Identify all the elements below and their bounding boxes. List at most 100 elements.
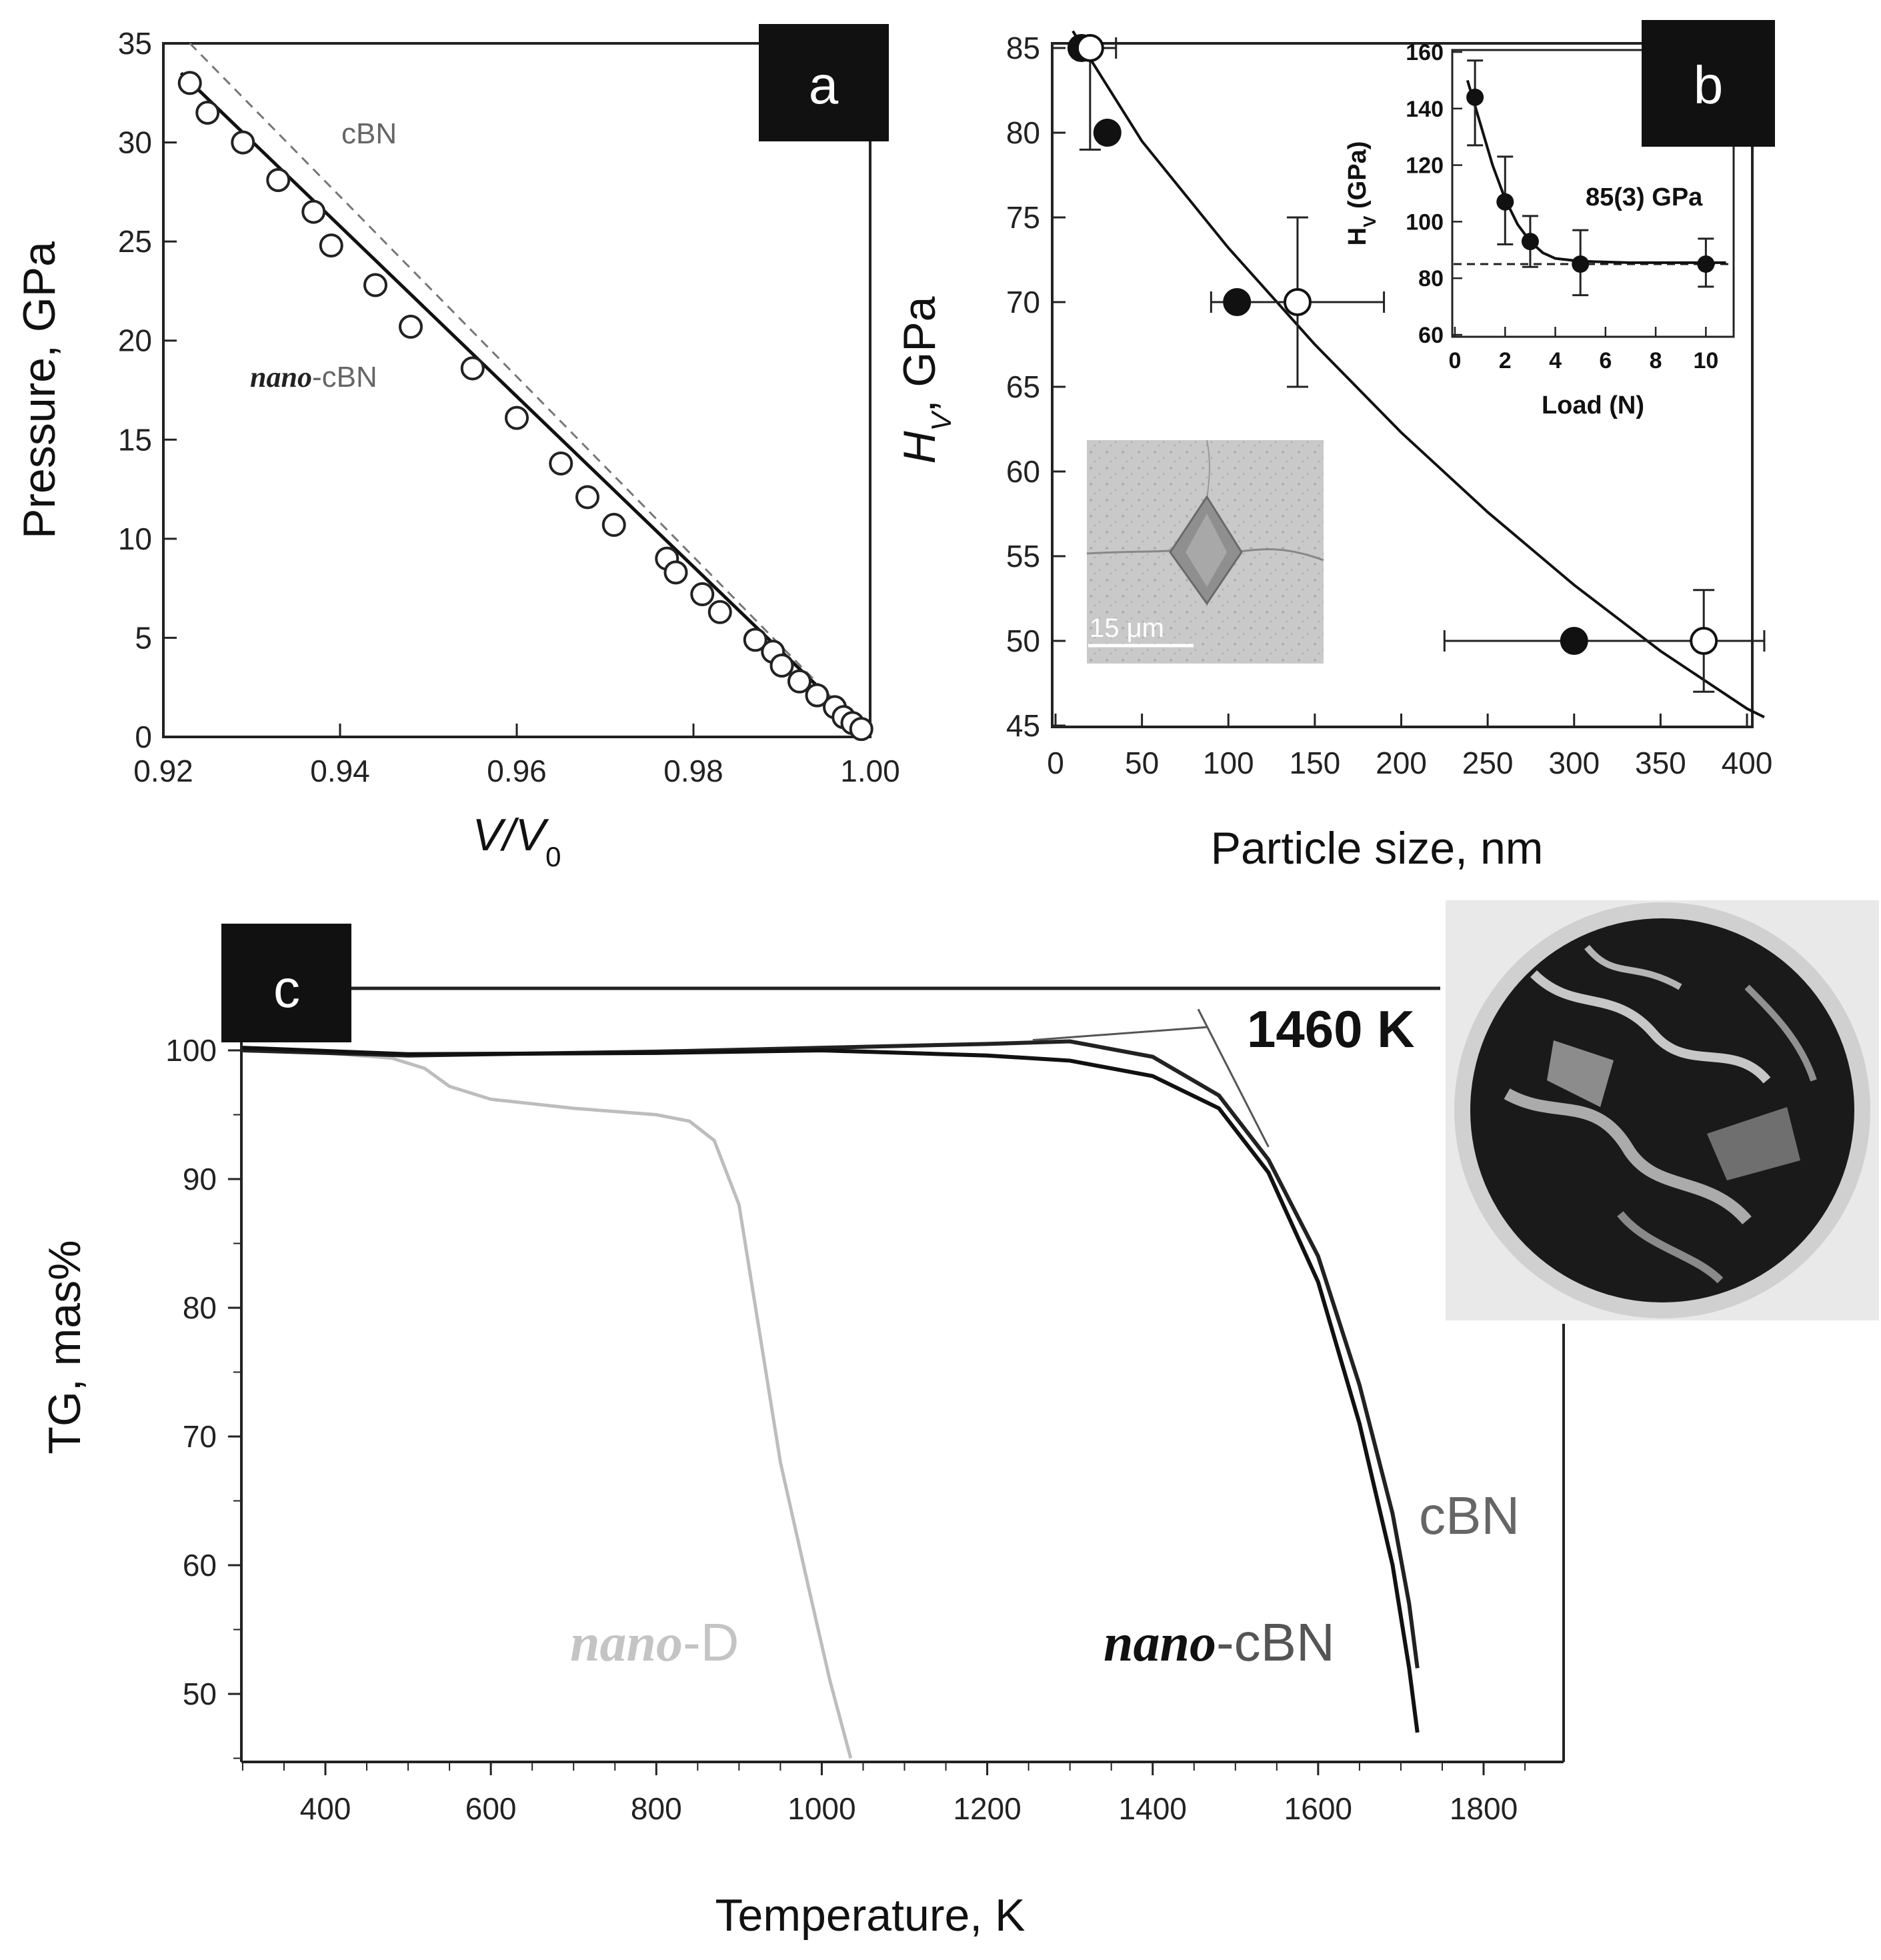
inset-data-point — [1496, 193, 1514, 211]
b-xtick-label: 400 — [1722, 746, 1773, 780]
panel-a-xlabel-sub: 0 — [545, 841, 561, 872]
b-ytick-label: 65 — [1006, 369, 1040, 404]
c-line-nano-d — [242, 1048, 853, 1759]
panel-b-ylabel-sub: V — [925, 409, 957, 431]
a-data-point — [707, 600, 732, 624]
b-ytick-label: 80 — [1006, 115, 1040, 150]
panel-a-cbn-label: cBN — [341, 117, 397, 150]
panel-b-load-inset: 0 2 4 6 8 10 60 80 100 120 140 160 85(3) GPa Load (… — [1344, 40, 1735, 419]
panel-b-letter: b — [1694, 55, 1724, 115]
a-data-point — [690, 582, 715, 607]
c-line-nano-cbn — [242, 1046, 1420, 1733]
panel-c-1460-annotation: 1460 K — [1247, 1000, 1415, 1058]
inset-ylabel-main: H — [1344, 227, 1372, 245]
inset-xlabel: Load (N) — [1542, 391, 1644, 419]
panel-c-nano-cbn-suffix: -cBN — [1216, 1613, 1335, 1672]
inset-ylabel: HV (GPa) — [1344, 141, 1380, 246]
a-data-point — [805, 683, 829, 708]
panel-b-ylabel-rest: , GPa — [894, 296, 945, 412]
b-ytick-label: 75 — [1006, 200, 1040, 235]
panel-b-ticks: 0 50 100 150 200 250 300 350 4004550556065707580… — [1006, 31, 1773, 780]
panel-c-ylabel: TG, mas% — [39, 1240, 90, 1454]
a-data-point — [399, 314, 423, 339]
inset-data-point — [1521, 233, 1539, 251]
a-xtick-label: 1.00 — [840, 754, 900, 788]
panel-c-cbn-label: cBN — [1419, 1486, 1520, 1545]
a-data-point — [575, 485, 599, 510]
panel-b-xlabel: Particle size, nm — [1211, 823, 1544, 874]
panel-a-nano-prefix: nano — [250, 361, 312, 393]
a-ytick-label: 20 — [118, 323, 152, 358]
b-ytick-label: 45 — [1006, 708, 1040, 743]
a-data-point — [363, 273, 387, 297]
inset-ytick-label: 100 — [1406, 209, 1444, 235]
a-data-point — [195, 101, 220, 125]
panel-a-nano-cbn-label: nano-cBN — [250, 361, 377, 393]
a-ytick-label: 5 — [135, 620, 152, 655]
c-xtick-label: 600 — [465, 1791, 517, 1826]
panel-c-letter: c — [273, 959, 300, 1018]
b-open-point — [1283, 288, 1312, 316]
b-filled-point — [1560, 627, 1588, 655]
panel-c-nano-cbn-prefix: nano — [1104, 1614, 1216, 1673]
a-data-point — [460, 356, 485, 381]
panel-b-ylabel-main: H — [894, 430, 945, 463]
a-data-point — [743, 628, 767, 652]
inset-ytick-label: 140 — [1406, 97, 1444, 122]
scale-bar-label: 15 μm — [1090, 614, 1164, 643]
sample-photo — [1446, 900, 1879, 1320]
c-ytick-label: 90 — [183, 1162, 217, 1196]
panel-c-nano-d-suffix: -D — [683, 1613, 739, 1672]
a-data-point — [301, 199, 326, 224]
b-xtick-label: 200 — [1376, 746, 1427, 780]
inset-ylabel-rest: (GPa) — [1344, 141, 1372, 216]
panel-c-ticks: 400 600 800 1000 1200 1400 1600 1800 50 60 70 80 90 1… — [165, 1033, 1526, 1826]
inset-xtick-label: 6 — [1599, 348, 1612, 373]
a-data-point — [549, 451, 573, 475]
inset-ytick-label: 60 — [1418, 323, 1444, 348]
inset-ylabel-sub: V — [1360, 215, 1380, 227]
inset-annotation: 85(3) GPa — [1586, 183, 1703, 211]
panel-c-lines — [242, 1008, 1420, 1759]
a-ytick-label: 15 — [118, 422, 152, 457]
panel-a-xlabel-main: V/V — [473, 810, 549, 860]
panel-a-nano-suffix: -cBN — [312, 361, 377, 393]
c-ytick-label: 100 — [165, 1033, 217, 1068]
c-ytick-label: 70 — [183, 1419, 217, 1454]
c-line-pointer — [1032, 1026, 1207, 1042]
sample-disc — [1470, 918, 1854, 1302]
c-xtick-label: 400 — [300, 1791, 351, 1826]
panel-b-points — [1067, 34, 1718, 655]
b-xtick-label: 0 — [1047, 746, 1064, 780]
b-ytick-label: 55 — [1006, 539, 1040, 574]
inset-data-point — [1697, 255, 1715, 273]
a-ytick-label: 25 — [118, 224, 152, 259]
b-open-point — [1076, 34, 1104, 62]
a-cbn-dashed-line — [189, 42, 871, 738]
inset-xtick-label: 8 — [1650, 348, 1662, 373]
b-xtick-label: 50 — [1125, 746, 1159, 780]
inset-data-point — [1466, 88, 1484, 106]
inset-xtick-label: 10 — [1693, 348, 1718, 373]
a-data-point — [663, 560, 688, 585]
indent-micrograph: 15 μm — [1086, 439, 1324, 664]
a-xtick-label: 0.94 — [310, 754, 370, 788]
inset-data-point — [1572, 255, 1590, 273]
a-xtick-label: 0.92 — [133, 754, 193, 788]
inset-ytick-label: 120 — [1406, 153, 1444, 179]
panel-a-lines — [179, 42, 871, 738]
inset-xtick-label: 0 — [1449, 348, 1462, 373]
b-xtick-label: 350 — [1635, 746, 1686, 780]
c-xtick-label: 1000 — [787, 1791, 855, 1826]
panel-a-badge — [759, 24, 889, 141]
a-data-point — [319, 233, 343, 258]
panel-a-points — [177, 71, 873, 742]
a-fit-line — [179, 71, 871, 738]
b-filled-point — [1223, 288, 1252, 316]
panel-a-xlabel: V/V0 — [473, 810, 561, 872]
panel-a-ticks: 0.92 0.94 0.96 0.98 1.00 0 5 10 15 20 25 30 35 — [118, 26, 900, 788]
c-xtick-label: 1800 — [1450, 1791, 1518, 1826]
a-data-point — [266, 168, 291, 193]
a-ytick-label: 30 — [118, 125, 152, 160]
